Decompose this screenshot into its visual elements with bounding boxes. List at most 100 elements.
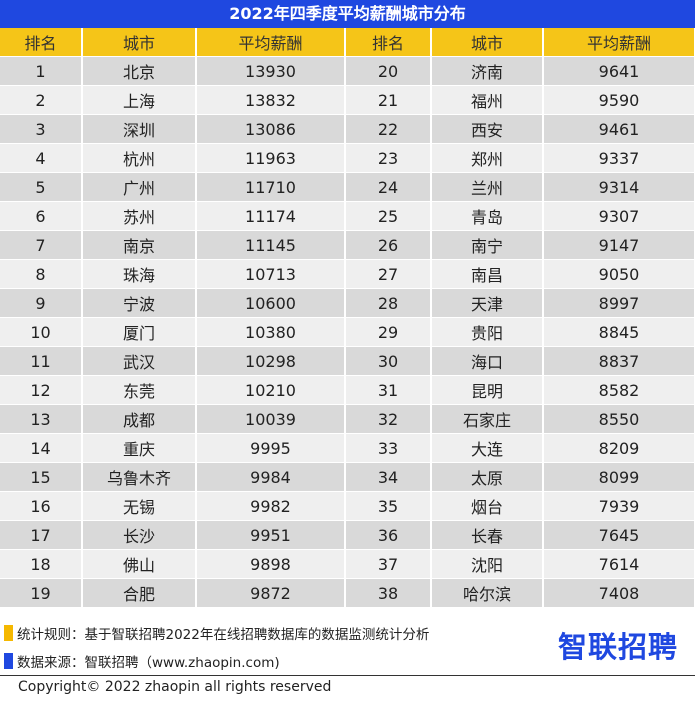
salary-cell: 11145 <box>196 230 346 260</box>
city-cell: 成都 <box>82 404 197 434</box>
table-row: 16 无锡 9982 35 烟台 7939 <box>0 491 695 521</box>
salary-cell: 9872 <box>196 578 346 608</box>
rank-cell: 1 <box>0 56 83 86</box>
rank-cell: 12 <box>0 375 83 405</box>
salary-cell: 7645 <box>543 520 695 550</box>
salary-cell: 8099 <box>543 462 695 492</box>
table-row: 8 珠海 10713 27 南昌 9050 <box>0 259 695 289</box>
table-row: 3 深圳 13086 22 西安 9461 <box>0 114 695 144</box>
table-row: 18 佛山 9898 37 沈阳 7614 <box>0 549 695 579</box>
rank-cell: 16 <box>0 491 83 521</box>
rank-cell: 10 <box>0 317 83 347</box>
table-row: 11 武汉 10298 30 海口 8837 <box>0 346 695 376</box>
city-cell: 珠海 <box>82 259 197 289</box>
rank-cell: 5 <box>0 172 83 202</box>
salary-cell: 9951 <box>196 520 346 550</box>
rank-cell: 31 <box>345 375 432 405</box>
city-cell: 长春 <box>431 520 544 550</box>
city-cell: 烟台 <box>431 491 544 521</box>
rank-cell: 28 <box>345 288 432 318</box>
table-row: 5 广州 11710 24 兰州 9314 <box>0 172 695 202</box>
city-cell: 兰州 <box>431 172 544 202</box>
salary-cell: 11710 <box>196 172 346 202</box>
rank-cell: 36 <box>345 520 432 550</box>
table-row: 7 南京 11145 26 南宁 9147 <box>0 230 695 260</box>
city-cell: 南宁 <box>431 230 544 260</box>
rank-cell: 35 <box>345 491 432 521</box>
table-row: 4 杭州 11963 23 郑州 9337 <box>0 143 695 173</box>
salary-cell: 10380 <box>196 317 346 347</box>
city-cell: 宁波 <box>82 288 197 318</box>
column-header: 城市 <box>82 28 197 57</box>
rank-cell: 2 <box>0 85 83 115</box>
table-row: 1 北京 13930 20 济南 9641 <box>0 56 695 86</box>
salary-cell: 9050 <box>543 259 695 289</box>
rank-cell: 22 <box>345 114 432 144</box>
rank-cell: 24 <box>345 172 432 202</box>
rank-cell: 38 <box>345 578 432 608</box>
salary-cell: 9314 <box>543 172 695 202</box>
table-row: 15 乌鲁木齐 9984 34 太原 8099 <box>0 462 695 492</box>
salary-cell: 9982 <box>196 491 346 521</box>
rank-cell: 3 <box>0 114 83 144</box>
city-cell: 贵阳 <box>431 317 544 347</box>
salary-cell: 9337 <box>543 143 695 173</box>
column-header: 排名 <box>345 28 432 57</box>
city-cell: 沈阳 <box>431 549 544 579</box>
legend-source: 数据来源：智联招聘（www.zhaopin.com) <box>4 651 280 671</box>
salary-cell: 7939 <box>543 491 695 521</box>
rank-cell: 27 <box>345 259 432 289</box>
city-cell: 济南 <box>431 56 544 86</box>
city-cell: 福州 <box>431 85 544 115</box>
city-cell: 郑州 <box>431 143 544 173</box>
salary-cell: 8837 <box>543 346 695 376</box>
rank-cell: 6 <box>0 201 83 231</box>
rank-cell: 8 <box>0 259 83 289</box>
salary-cell: 8209 <box>543 433 695 463</box>
city-cell: 东莞 <box>82 375 197 405</box>
city-cell: 南昌 <box>431 259 544 289</box>
table-row: 9 宁波 10600 28 天津 8997 <box>0 288 695 318</box>
rule-text: 统计规则：基于智联招聘2022年在线招聘数据库的数据监测统计分析 <box>17 627 430 643</box>
rank-cell: 11 <box>0 346 83 376</box>
salary-cell: 10039 <box>196 404 346 434</box>
table-row: 14 重庆 9995 33 大连 8209 <box>0 433 695 463</box>
rank-cell: 14 <box>0 433 83 463</box>
rank-cell: 23 <box>345 143 432 173</box>
city-cell: 武汉 <box>82 346 197 376</box>
rank-cell: 17 <box>0 520 83 550</box>
copyright: Copyright© 2022 zhaopin all rights reser… <box>18 679 332 695</box>
city-cell: 杭州 <box>82 143 197 173</box>
table-row: 19 合肥 9872 38 哈尔滨 7408 <box>0 578 695 608</box>
salary-cell: 8845 <box>543 317 695 347</box>
city-cell: 石家庄 <box>431 404 544 434</box>
salary-cell: 7408 <box>543 578 695 608</box>
city-cell: 无锡 <box>82 491 197 521</box>
salary-cell: 9461 <box>543 114 695 144</box>
rank-cell: 9 <box>0 288 83 318</box>
salary-cell: 13832 <box>196 85 346 115</box>
city-cell: 合肥 <box>82 578 197 608</box>
zhaopin-logo: 智联招聘 <box>558 630 679 664</box>
salary-cell: 9995 <box>196 433 346 463</box>
salary-cell: 8550 <box>543 404 695 434</box>
rank-cell: 32 <box>345 404 432 434</box>
city-cell: 北京 <box>82 56 197 86</box>
rank-cell: 20 <box>345 56 432 86</box>
header-row: 排名 城市 平均薪酬 排名 城市 平均薪酬 <box>0 28 695 57</box>
salary-cell: 10713 <box>196 259 346 289</box>
city-cell: 厦门 <box>82 317 197 347</box>
salary-cell: 11963 <box>196 143 346 173</box>
column-header: 排名 <box>0 28 83 57</box>
rank-cell: 30 <box>345 346 432 376</box>
rank-cell: 15 <box>0 462 83 492</box>
salary-cell: 7614 <box>543 549 695 579</box>
salary-cell: 9590 <box>543 85 695 115</box>
city-cell: 天津 <box>431 288 544 318</box>
salary-cell: 10210 <box>196 375 346 405</box>
city-cell: 深圳 <box>82 114 197 144</box>
city-cell: 广州 <box>82 172 197 202</box>
salary-cell: 8997 <box>543 288 695 318</box>
salary-cell: 9898 <box>196 549 346 579</box>
legend-rule: 统计规则：基于智联招聘2022年在线招聘数据库的数据监测统计分析 <box>4 623 429 643</box>
